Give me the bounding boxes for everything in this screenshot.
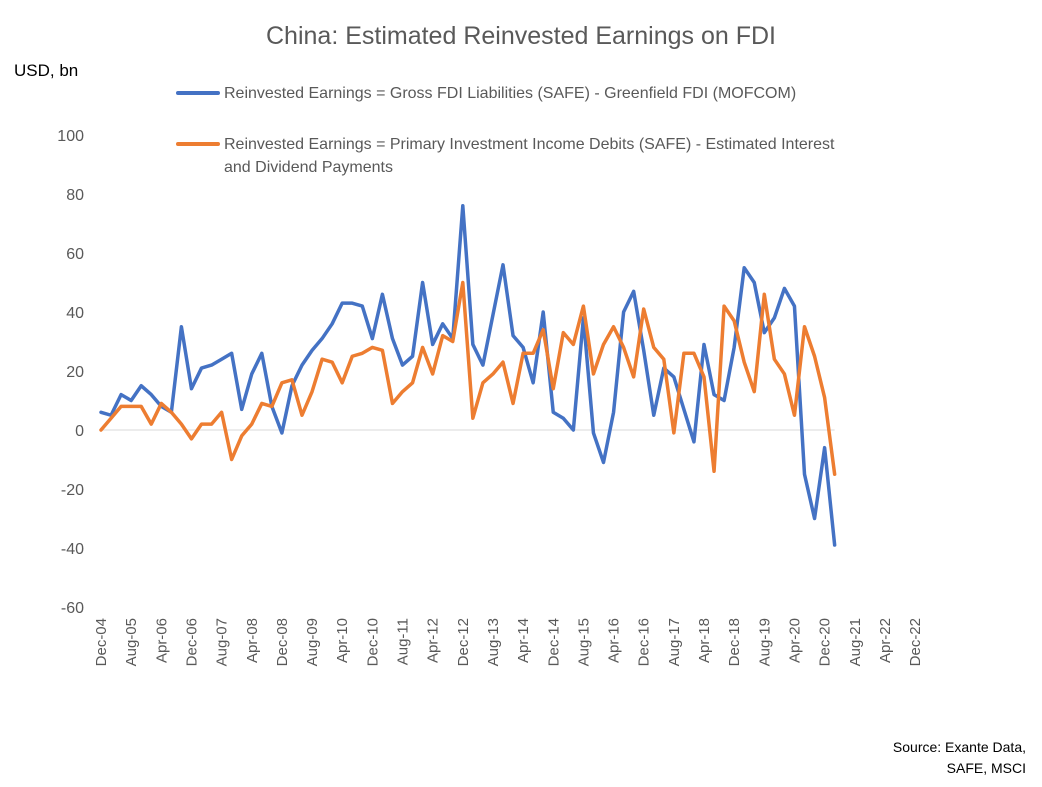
x-tick-label: Apr-08 <box>244 618 261 663</box>
y-tick-label: 20 <box>66 364 84 381</box>
y-tick-label: 80 <box>66 187 84 204</box>
x-tick-label: Dec-22 <box>907 618 924 666</box>
x-tick-label: Aug-13 <box>485 618 502 666</box>
x-tick-label: Dec-04 <box>93 618 110 666</box>
y-axis-unit-label: USD, bn <box>14 61 78 80</box>
y-axis-ticks: -60 -40 -20 0 20 40 60 80 100 <box>57 128 84 617</box>
legend: Reinvested Earnings = Gross FDI Liabilit… <box>176 85 835 176</box>
x-tick-label: Apr-16 <box>606 618 623 663</box>
y-tick-label: 40 <box>66 305 84 322</box>
legend-label: Reinvested Earnings = Primary Investment… <box>224 136 835 153</box>
x-tick-label: Dec-06 <box>183 618 200 666</box>
x-tick-label: Apr-20 <box>786 618 803 663</box>
x-axis: Dec-04 Aug-05 Apr-06 Dec-06 Aug-07 Apr-08 Dec-… <box>93 429 924 666</box>
y-tick-label: -20 <box>61 482 84 499</box>
x-tick-label: Dec-08 <box>274 618 291 666</box>
series-line-2 <box>99 280 837 476</box>
series-layer <box>99 204 837 547</box>
x-tick-label: Aug-21 <box>847 618 864 666</box>
x-tick-label: Aug-05 <box>123 618 140 666</box>
y-tick-label: 100 <box>57 128 84 145</box>
legend-label: and Dividend Payments <box>224 159 393 176</box>
y-tick-label: -40 <box>61 541 84 558</box>
x-tick-label: Apr-22 <box>877 618 894 663</box>
x-tick-label: Aug-11 <box>395 618 412 665</box>
x-tick-label: Dec-16 <box>636 618 653 666</box>
x-tick-label: Apr-18 <box>696 618 713 663</box>
x-tick-label: Apr-12 <box>425 618 442 663</box>
y-tick-label: 0 <box>75 423 84 440</box>
y-tick-label: 60 <box>66 246 84 263</box>
y-tick-label: -60 <box>61 600 84 617</box>
series-line-1 <box>99 204 837 547</box>
x-tick-label: Aug-15 <box>575 618 592 666</box>
x-tick-label: Aug-17 <box>666 618 683 666</box>
source-line: SAFE, MSCI <box>947 760 1026 776</box>
source-line: Source: Exante Data, <box>893 739 1026 755</box>
source-note: Source: Exante Data, SAFE, MSCI <box>893 739 1026 776</box>
x-tick-label: Aug-09 <box>304 618 321 666</box>
x-tick-label: Aug-07 <box>214 618 231 666</box>
legend-label: Reinvested Earnings = Gross FDI Liabilit… <box>224 85 796 102</box>
x-tick-label: Apr-10 <box>334 618 351 663</box>
x-tick-label: Apr-06 <box>153 618 170 663</box>
x-tick-label: Dec-12 <box>455 618 472 666</box>
x-tick-label: Aug-19 <box>756 618 773 666</box>
x-tick-label: Dec-10 <box>364 618 381 666</box>
x-tick-label: Apr-14 <box>515 618 532 663</box>
chart-title: China: Estimated Reinvested Earnings on … <box>266 22 776 50</box>
x-tick-label: Dec-20 <box>817 618 834 666</box>
x-tick-label: Dec-14 <box>545 618 562 666</box>
x-tick-label: Dec-18 <box>726 618 743 666</box>
